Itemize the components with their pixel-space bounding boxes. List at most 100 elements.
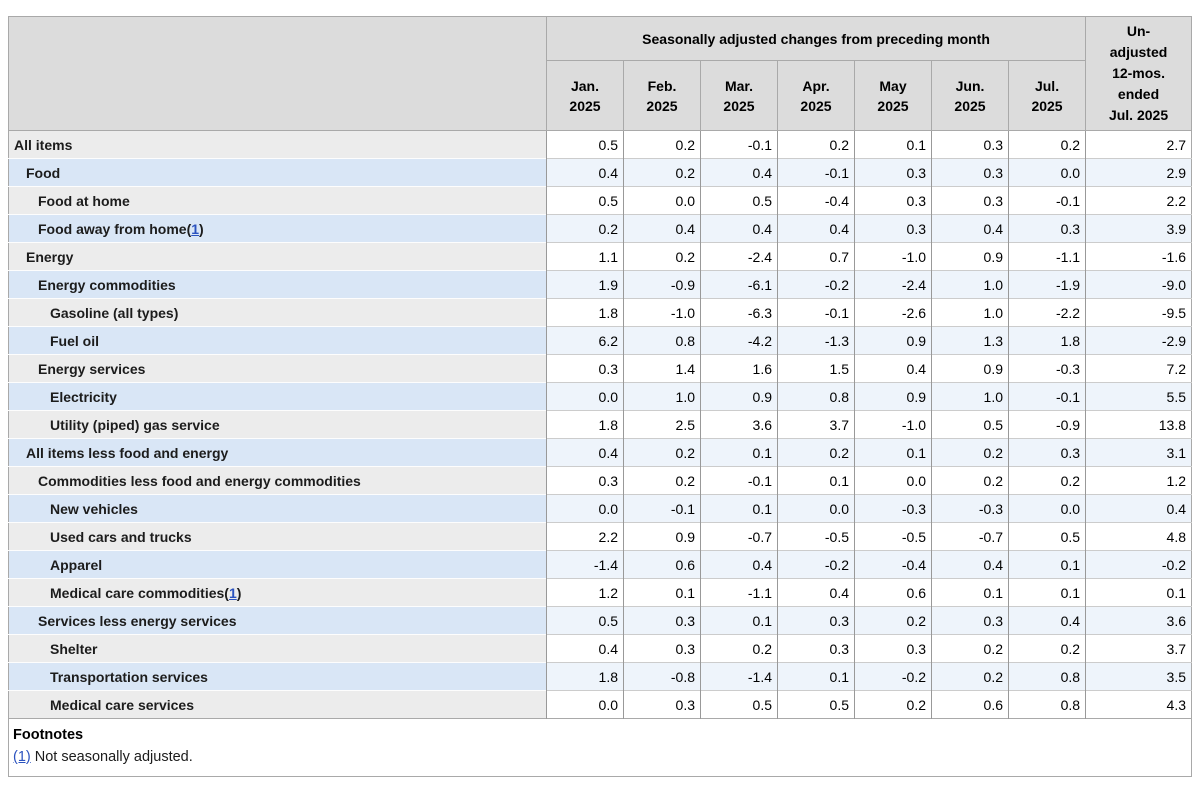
data-cell: -1.0 <box>623 298 701 327</box>
data-cell: 0.1 <box>931 578 1009 607</box>
footnote-1-link[interactable]: (1) <box>13 749 31 765</box>
row-label: Transportation services <box>8 662 547 691</box>
data-cell: 1.3 <box>931 326 1009 355</box>
data-cell: -0.9 <box>623 270 701 299</box>
data-cell: -1.4 <box>700 662 778 691</box>
table-row: Food at home 0.5 0.0 0.5 -0.4 0.3 0.3 -0.1 2.2 <box>8 186 1192 215</box>
table-row: Used cars and trucks 2.2 0.9 -0.7 -0.5 -0.5 -0… <box>8 522 1192 551</box>
unadjusted-cell: 13.8 <box>1085 410 1192 439</box>
data-cell: 1.0 <box>623 382 701 411</box>
table-row: Food away from home(1) 0.2 0.4 0.4 0.4 0.3 0.4… <box>8 214 1192 243</box>
data-cell: -6.1 <box>700 270 778 299</box>
table-row: All items 0.5 0.2 -0.1 0.2 0.1 0.3 0.2 2.7 <box>8 130 1192 159</box>
data-cell: 0.5 <box>931 410 1009 439</box>
data-cell: 1.6 <box>700 354 778 383</box>
footnote-ref-link[interactable]: 1 <box>191 220 200 237</box>
data-cell: 0.1 <box>854 130 932 159</box>
data-cell: 0.2 <box>1007 634 1086 663</box>
data-cell: -0.4 <box>777 186 855 215</box>
data-cell: 0.0 <box>546 690 624 719</box>
row-label: Energy services <box>8 354 547 383</box>
header-row-months: Jan. 2025 Feb. 2025 Mar. 2025 Apr. 2025 May 2025 J… <box>9 60 1192 131</box>
data-cell: 0.2 <box>623 438 701 467</box>
data-cell: -0.1 <box>1007 186 1086 215</box>
row-label: All items <box>8 130 547 159</box>
data-cell: 3.6 <box>700 410 778 439</box>
data-cell: 0.4 <box>546 158 624 187</box>
data-cell: 0.6 <box>931 690 1009 719</box>
table-row: Medical care commodities(1) 1.2 0.1 -1.1 0.4… <box>8 578 1192 607</box>
data-cell: 0.6 <box>623 550 701 579</box>
table-caption: Seasonally adjusted changes from precedi… <box>545 16 1087 61</box>
data-cell: 0.1 <box>1007 578 1086 607</box>
data-cell: 0.1 <box>700 494 778 523</box>
data-cell: -0.1 <box>777 298 855 327</box>
data-cell: 1.5 <box>777 354 855 383</box>
data-cell: -0.7 <box>931 522 1009 551</box>
data-cell: 0.2 <box>854 690 932 719</box>
data-cell: 1.0 <box>931 382 1009 411</box>
unadjusted-cell: 4.8 <box>1085 522 1192 551</box>
data-cell: 0.2 <box>546 214 624 243</box>
data-cell: -0.4 <box>854 550 932 579</box>
data-cell: 0.9 <box>623 522 701 551</box>
row-label: Commodities less food and energy commodi… <box>8 466 547 495</box>
data-cell: 0.4 <box>777 578 855 607</box>
column-header-feb-2025: Feb. 2025 <box>623 60 701 131</box>
unadjusted-cell: 2.2 <box>1085 186 1192 215</box>
table-row: Fuel oil 6.2 0.8 -4.2 -1.3 0.9 1.3 1.8 -2.9 <box>8 326 1192 355</box>
data-cell: -0.2 <box>854 662 932 691</box>
data-cell: 0.4 <box>700 550 778 579</box>
table-row: Electricity 0.0 1.0 0.9 0.8 0.9 1.0 -0.1 5.5 <box>8 382 1192 411</box>
data-cell: 0.0 <box>854 466 932 495</box>
data-cell: -6.3 <box>700 298 778 327</box>
unadjusted-column-header: Un-adjusted 12-mos. ended Jul. 2025 <box>1085 16 1192 131</box>
data-cell: 0.0 <box>777 494 855 523</box>
column-header-apr-2025: Apr. 2025 <box>777 60 855 131</box>
row-label: New vehicles <box>8 494 547 523</box>
unadjusted-cell: 1.2 <box>1085 466 1192 495</box>
data-cell: 0.3 <box>854 158 932 187</box>
data-cell: 0.3 <box>777 634 855 663</box>
row-label: Used cars and trucks <box>8 522 547 551</box>
data-cell: 0.0 <box>1007 494 1086 523</box>
data-cell: 0.3 <box>854 634 932 663</box>
data-cell: 0.3 <box>931 606 1009 635</box>
data-cell: 0.0 <box>546 494 624 523</box>
row-label: Medical care services <box>8 690 547 719</box>
data-cell: 0.5 <box>1007 522 1086 551</box>
unadjusted-cell: -1.6 <box>1085 242 1192 271</box>
column-header-jan-2025: Jan. 2025 <box>546 60 624 131</box>
row-label: Gasoline (all types) <box>8 298 547 327</box>
data-cell: -0.7 <box>700 522 778 551</box>
data-cell: 0.3 <box>1007 438 1086 467</box>
row-label: Electricity <box>8 382 547 411</box>
data-cell: 0.2 <box>623 130 701 159</box>
data-cell: 3.7 <box>777 410 855 439</box>
data-cell: 1.9 <box>546 270 624 299</box>
data-cell: 0.2 <box>700 634 778 663</box>
data-cell: 0.6 <box>854 578 932 607</box>
row-label: Energy <box>8 242 547 271</box>
data-cell: -1.0 <box>854 410 932 439</box>
data-cell: -1.9 <box>1007 270 1086 299</box>
data-cell: 0.4 <box>777 214 855 243</box>
data-cell: 0.3 <box>931 130 1009 159</box>
data-cell: 0.4 <box>546 438 624 467</box>
data-cell: 0.3 <box>623 634 701 663</box>
data-cell: 0.9 <box>854 382 932 411</box>
data-cell: 0.8 <box>623 326 701 355</box>
data-cell: -0.5 <box>854 522 932 551</box>
data-cell: 1.1 <box>546 242 624 271</box>
table-row: Food 0.4 0.2 0.4 -0.1 0.3 0.3 0.0 2.9 <box>8 158 1192 187</box>
data-cell: -0.2 <box>777 270 855 299</box>
data-cell: 1.4 <box>623 354 701 383</box>
data-cell: 0.8 <box>1007 662 1086 691</box>
footnote-ref-link[interactable]: 1 <box>228 584 237 601</box>
data-cell: -1.1 <box>700 578 778 607</box>
data-cell: 0.3 <box>854 186 932 215</box>
data-cell: 0.2 <box>931 634 1009 663</box>
data-cell: 0.9 <box>700 382 778 411</box>
unadjusted-cell: 7.2 <box>1085 354 1192 383</box>
row-label: Energy commodities <box>8 270 547 299</box>
